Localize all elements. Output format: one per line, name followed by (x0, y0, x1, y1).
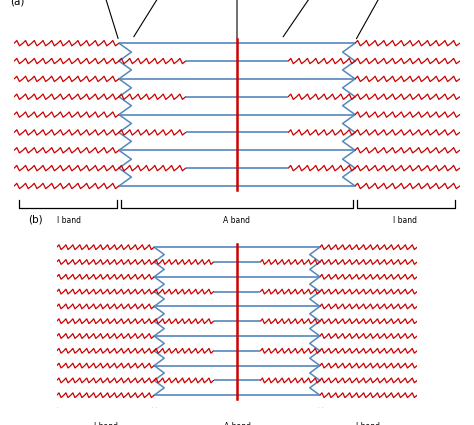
Text: Z line: Z line (356, 0, 406, 39)
Text: I band: I band (57, 215, 81, 224)
Text: I band: I band (93, 422, 118, 425)
Text: A band: A band (224, 215, 250, 224)
Text: A band: A band (224, 422, 250, 425)
Text: (a): (a) (10, 0, 24, 6)
Text: Thick filaments
(myosin): Thick filaments (myosin) (283, 0, 362, 37)
Text: I band: I band (393, 215, 417, 224)
Text: (b): (b) (28, 214, 43, 224)
Text: Z line: Z line (86, 0, 118, 39)
Text: I band: I band (356, 422, 381, 425)
Text: M line: M line (226, 0, 248, 38)
Text: Thin filament
(actin): Thin filament (actin) (134, 0, 205, 37)
